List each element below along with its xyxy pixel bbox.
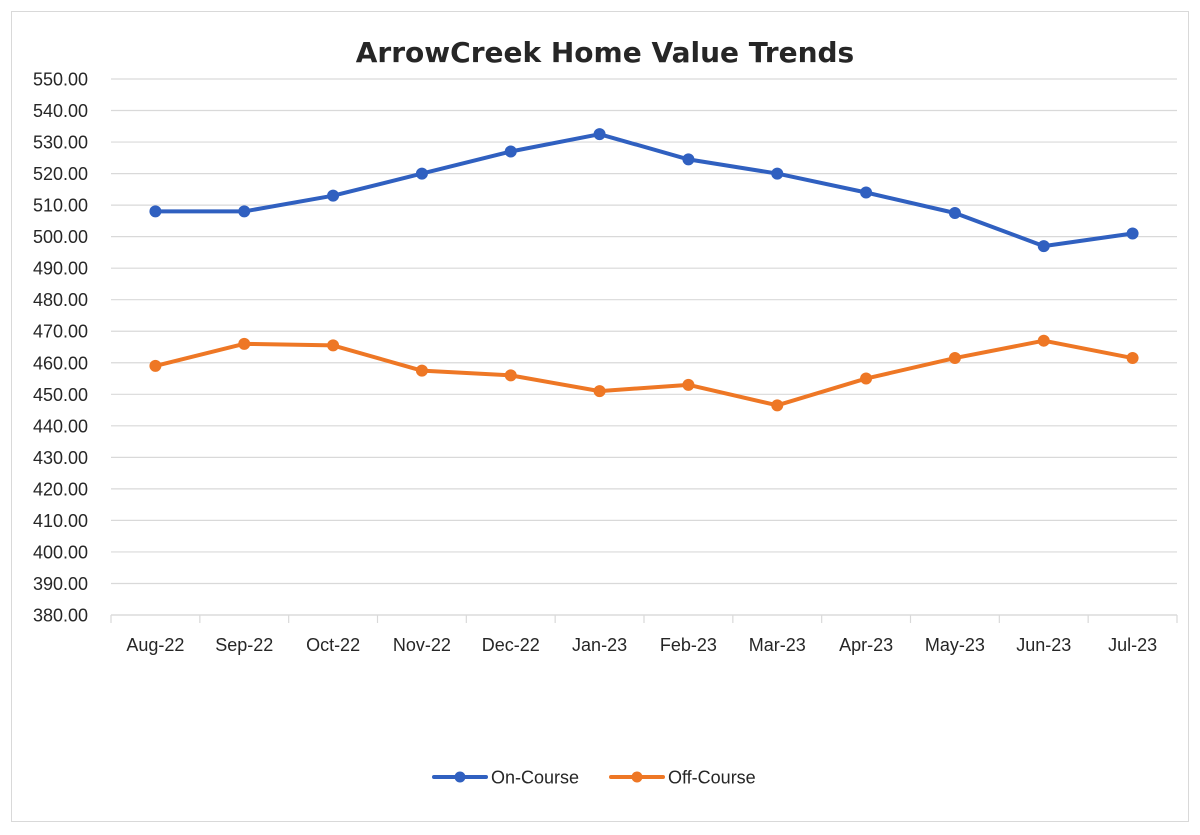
data-point	[948, 207, 961, 219]
data-point	[149, 205, 162, 218]
data-point	[860, 372, 873, 385]
data-point	[1126, 227, 1139, 240]
data-point	[415, 167, 428, 180]
data-point	[1037, 334, 1050, 347]
data-point	[771, 167, 784, 180]
series-line	[153, 132, 1135, 249]
y-tick-label: 490.00	[33, 259, 88, 279]
series-on-course	[149, 128, 1139, 253]
legend: On-Course Off-Course	[432, 768, 756, 788]
y-tick-label: 440.00	[33, 416, 88, 436]
y-tick-label: 450.00	[33, 385, 88, 405]
legend-item: Off-Course	[609, 768, 756, 788]
y-tick-label: 480.00	[33, 290, 88, 310]
data-point	[1037, 240, 1050, 253]
x-tick-label: Dec-22	[482, 635, 540, 655]
data-point	[948, 352, 961, 365]
x-tick-label: Feb-23	[660, 635, 717, 655]
x-tick-label: Sep-22	[215, 635, 273, 655]
data-point	[1126, 352, 1139, 365]
y-tick-label: 530.00	[33, 133, 88, 153]
y-tick-label: 410.00	[33, 511, 88, 531]
data-point	[860, 186, 873, 199]
data-point	[238, 205, 251, 218]
y-tick-label: 510.00	[33, 196, 88, 216]
data-point	[238, 337, 251, 350]
series-line	[153, 338, 1135, 408]
x-axis: Aug-22 Sep-22 Oct-22 Nov-22 Dec-22 Jan-23 Feb-…	[110, 614, 1178, 655]
data-point	[593, 385, 606, 398]
data-point	[682, 153, 695, 166]
data-point	[682, 378, 695, 391]
data-point	[593, 128, 606, 141]
chart-border	[11, 11, 1189, 822]
legend-label: On-Course	[491, 768, 579, 788]
y-tick-label: 420.00	[33, 479, 88, 499]
y-tick-label: 550.00	[33, 70, 88, 90]
y-tick-label: 460.00	[33, 353, 88, 373]
data-point	[415, 364, 428, 377]
y-tick-label: 500.00	[33, 227, 88, 247]
x-tick-label: Aug-22	[126, 635, 184, 655]
x-tick-label: Jul-23	[1108, 635, 1157, 655]
y-tick-label: 380.00	[33, 606, 88, 626]
legend-item: On-Course	[432, 768, 579, 788]
x-tick-label: Oct-22	[306, 635, 360, 655]
x-tick-label: Mar-23	[749, 635, 806, 655]
y-tick-label: 430.00	[33, 448, 88, 468]
y-axis-tick-labels: 550.00 540.00 530.00 520.00 510.00 500.00 490.…	[33, 70, 88, 626]
y-tick-label: 540.00	[33, 101, 88, 121]
data-point	[327, 189, 340, 202]
x-tick-label: Nov-22	[393, 635, 451, 655]
y-tick-label: 470.00	[33, 322, 88, 342]
x-tick-label: Apr-23	[839, 635, 893, 655]
y-tick-label: 390.00	[33, 574, 88, 594]
legend-label: Off-Course	[668, 768, 756, 788]
y-tick-label: 400.00	[33, 542, 88, 562]
data-point	[149, 359, 162, 372]
chart-title: ArrowCreek Home Value Trends	[356, 36, 854, 69]
y-tick-label: 520.00	[33, 164, 88, 184]
data-point	[327, 339, 340, 352]
series-lines	[149, 128, 1139, 412]
x-tick-label: May-23	[925, 635, 985, 655]
data-point	[771, 399, 784, 412]
x-tick-label: Jun-23	[1016, 635, 1071, 655]
series-off-course	[149, 334, 1139, 412]
legend-swatch-marker	[454, 771, 466, 783]
data-point	[504, 145, 517, 158]
data-point	[504, 369, 517, 382]
x-tick-label: Jan-23	[572, 635, 627, 655]
legend-swatch-marker	[631, 771, 643, 783]
